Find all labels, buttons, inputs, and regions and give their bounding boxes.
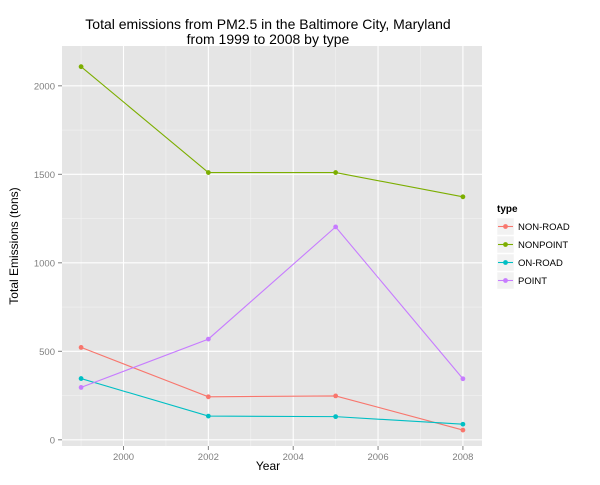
legend-item-on-road: ON-ROAD	[496, 253, 563, 272]
legend-label-non-road: NON-ROAD	[518, 222, 570, 233]
x-tick-label: 2008	[452, 452, 473, 463]
data-point-on-road	[78, 376, 84, 381]
y-axis-ticks: 0 500 1000 1500 2000	[34, 81, 62, 446]
y-axis-label: Total Emissions (tons)	[7, 187, 21, 304]
series-line-point	[80, 226, 464, 388]
legend-label-on-road: ON-ROAD	[518, 258, 563, 269]
legend-item-nonpoint: NONPOINT	[496, 235, 568, 254]
series-line-nonpoint	[80, 66, 464, 198]
legend-key-point-non-road	[503, 224, 508, 229]
data-point-nonpoint	[333, 170, 339, 175]
data-point-point	[460, 376, 466, 382]
data-point-non-road	[333, 393, 339, 399]
x-axis-label: Year	[256, 459, 280, 473]
series-line-non-road	[80, 346, 464, 431]
y-tick-label: 1000	[34, 258, 55, 269]
legend-title: type	[497, 204, 518, 215]
data-point-point	[205, 336, 211, 342]
chart-title-line: Total emissions from PM2.5 in the Baltim…	[85, 16, 450, 32]
legend-item-point: POINT	[496, 271, 547, 290]
legend-key-point-nonpoint	[503, 242, 508, 247]
legend-item-non-road: NON-ROAD	[496, 217, 570, 236]
data-point-on-road	[333, 414, 339, 420]
legend-key-point-on-road	[503, 260, 508, 265]
data-point-nonpoint	[205, 170, 211, 175]
y-tick-label: 500	[39, 347, 55, 358]
data-point-non-road	[460, 427, 466, 433]
legend-label-nonpoint: NONPOINT	[518, 240, 568, 251]
y-tick-label: 0	[50, 435, 55, 446]
data-point-on-road	[460, 421, 466, 427]
data-point-non-road	[78, 345, 84, 350]
x-tick-label: 2000	[113, 452, 134, 463]
data-point-nonpoint	[78, 64, 84, 70]
data-point-nonpoint	[460, 194, 466, 200]
y-tick-label: 1500	[34, 170, 55, 181]
legend-label-point: POINT	[518, 276, 547, 287]
series-line-on-road	[80, 378, 463, 425]
grid-minor	[62, 46, 482, 446]
legend-items: NON-ROAD NONPOINT ON-ROAD POINT	[496, 217, 570, 290]
x-axis-ticks: 2000 2002 2004 2006 2008	[113, 446, 473, 463]
legend: type NON-ROAD NONPOINT ON-ROAD POINT	[496, 204, 570, 290]
series-layer	[78, 64, 466, 433]
legend-key-point-point	[503, 278, 508, 283]
x-tick-label: 2006	[367, 452, 388, 463]
plot-panel	[62, 46, 482, 446]
y-tick-label: 2000	[34, 81, 55, 92]
x-tick-label: 2004	[283, 452, 304, 463]
chart-title: Total emissions from PM2.5 in the Baltim…	[85, 16, 450, 47]
x-tick-label: 2002	[198, 452, 219, 463]
data-point-on-road	[205, 413, 211, 419]
data-point-point	[78, 385, 84, 390]
data-point-non-road	[205, 394, 211, 400]
data-point-point	[333, 224, 339, 230]
chart-title-line: from 1999 to 2008 by type	[187, 31, 350, 47]
